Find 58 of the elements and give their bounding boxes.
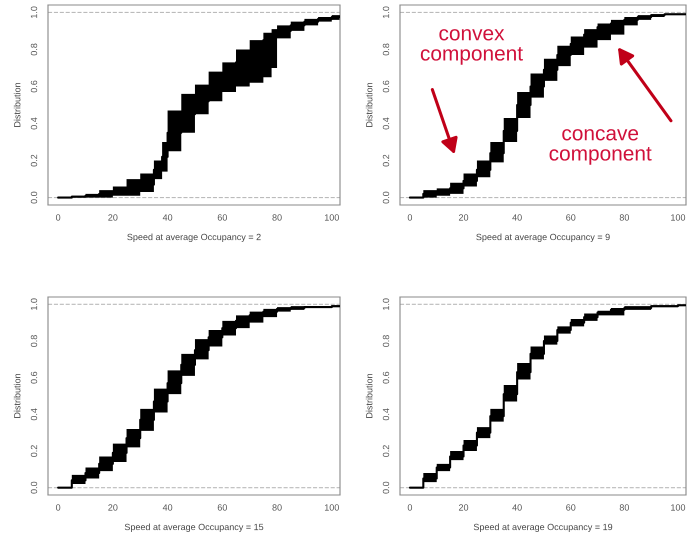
y-tick-label: 0.8 (30, 335, 38, 347)
x-axis-title: Speed at average Occupancy = 9 (476, 234, 610, 242)
y-tick-label: 0.8 (30, 44, 38, 56)
y-tick-label: 0.4 (30, 118, 38, 130)
x-tick-label: 80 (272, 214, 282, 221)
x-tick-label: 60 (566, 504, 576, 511)
x-tick-label: 80 (620, 504, 630, 511)
y-axis-title: Distribution (366, 374, 372, 418)
y-tick-label: 1.0 (30, 6, 38, 18)
y-tick-label: 0.0 (382, 482, 390, 494)
x-axis-title: Speed at average Occupancy = 2 (127, 234, 261, 242)
x-tick-label: 0 (56, 214, 60, 221)
y-tick-label: 0.0 (30, 192, 38, 204)
y-tick-label: 0.4 (382, 118, 390, 130)
x-tick-label: 60 (218, 214, 227, 221)
annotation: convex component (420, 29, 523, 65)
y-tick-label: 0.0 (382, 192, 390, 204)
x-tick-label: 60 (566, 214, 576, 221)
x-tick-label: 40 (512, 214, 522, 221)
y-tick-label: 0.2 (30, 154, 38, 166)
x-tick-label: 20 (458, 214, 468, 221)
y-tick-label: 0.6 (30, 80, 38, 92)
y-tick-label: 0.8 (382, 44, 390, 56)
x-tick-label: 100 (324, 504, 339, 511)
x-tick-label: 20 (108, 214, 118, 221)
y-axis-title: Distribution (14, 83, 20, 127)
y-tick-label: 0.2 (382, 154, 390, 166)
y-axis-title: Distribution (14, 374, 20, 418)
y-tick-label: 0.6 (30, 372, 38, 384)
y-tick-label: 0.2 (30, 445, 38, 457)
x-tick-label: 40 (512, 504, 522, 511)
y-axis-title: Distribution (366, 83, 372, 127)
x-tick-label: 80 (272, 504, 282, 511)
x-tick-label: 20 (108, 504, 118, 511)
x-tick-label: 0 (56, 504, 60, 511)
y-tick-label: 0.2 (382, 445, 390, 457)
x-tick-label: 60 (218, 504, 227, 511)
x-tick-label: 80 (620, 214, 630, 221)
x-tick-label: 40 (162, 504, 172, 511)
y-tick-label: 1.0 (382, 6, 390, 18)
y-tick-label: 0.6 (382, 372, 390, 384)
y-tick-label: 1.0 (30, 298, 38, 310)
x-tick-label: 0 (408, 214, 412, 221)
x-axis-title: Speed at average Occupancy = 15 (124, 524, 264, 532)
y-tick-label: 0.8 (382, 335, 390, 347)
x-tick-label: 40 (162, 214, 172, 221)
x-tick-label: 100 (324, 214, 339, 221)
y-tick-label: 0.0 (30, 482, 38, 494)
y-tick-label: 0.4 (30, 408, 38, 420)
y-tick-label: 1.0 (382, 298, 390, 310)
x-tick-label: 100 (671, 214, 686, 221)
y-tick-label: 0.4 (382, 408, 390, 420)
y-tick-label: 0.6 (382, 80, 390, 92)
annotation: concave component (550, 129, 652, 165)
x-tick-label: 100 (671, 504, 686, 511)
x-tick-label: 0 (408, 504, 412, 511)
x-axis-title: Speed at average Occupancy = 19 (474, 524, 612, 532)
x-tick-label: 20 (458, 504, 468, 511)
